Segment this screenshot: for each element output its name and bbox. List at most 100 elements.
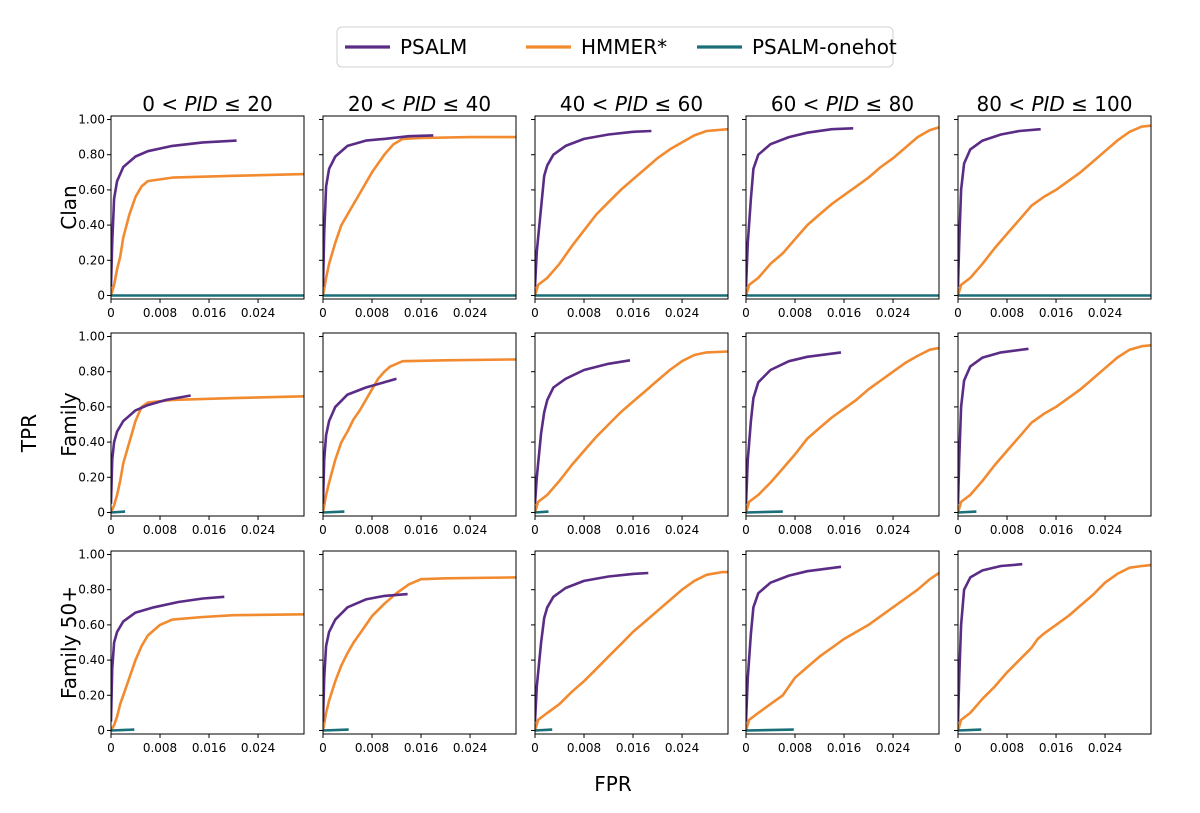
panel-frame (534, 332, 729, 517)
series-hmmer-line (111, 613, 304, 732)
y-tick-label: 0.40 (78, 653, 105, 667)
series-psalm-onehot-line (111, 728, 135, 732)
y-tick-label: 0.80 (78, 583, 105, 597)
y-tick-label: 0.20 (78, 688, 105, 702)
x-tick-label: 0 (954, 306, 962, 320)
panel-r2-c4: 0 0.008 0.016 0.024 (742, 332, 940, 537)
column-title-op: ≤ (218, 92, 247, 116)
x-tick-label: 0.008 (990, 306, 1024, 320)
x-tick-label: 0 (107, 741, 115, 755)
panel-frame (322, 332, 517, 517)
panel-frame (322, 550, 517, 735)
x-tick-label: 0.024 (665, 741, 699, 755)
series-hmmer-line (535, 570, 728, 731)
panel-r1-c1: 0 0.20 0.40 0.60 0.80 1.00 0 0.008 0.016 0.024 (78, 113, 305, 320)
panel-r2-c2: 0 0.008 0.016 0.024 (319, 332, 517, 537)
series-psalm-line (111, 139, 237, 287)
x-tick-label: 0.024 (665, 306, 699, 320)
column-title-op: ≤ (1065, 92, 1094, 116)
series-hmmer-line (746, 571, 939, 731)
x-tick-label: 0.016 (1039, 523, 1073, 537)
x-tick-label: 0.024 (453, 523, 487, 537)
panel-frame (957, 550, 1152, 735)
x-tick-label: 0.008 (778, 741, 812, 755)
panel-frame (745, 550, 940, 735)
panel-r3-c4: 0 0.008 0.016 0.024 (742, 550, 940, 755)
y-tick-label: 0.40 (78, 218, 105, 232)
column-title-5: 80 < PID ≤ 100 (977, 92, 1133, 116)
x-tick-label: 0 (107, 306, 115, 320)
x-tick-label: 0 (531, 523, 539, 537)
panel-frame (534, 115, 729, 300)
x-tick-label: 0 (742, 306, 750, 320)
x-tick-label: 0.016 (827, 741, 861, 755)
panel-r3-c2: 0 0.008 0.016 0.024 (319, 550, 517, 755)
y-tick-label: 0.60 (78, 618, 105, 632)
panel-r3-c3: 0 0.008 0.016 0.024 (531, 550, 729, 755)
column-title-pid: PID (1031, 92, 1064, 116)
legend-label-2: HMMER* (581, 35, 667, 59)
series-psalm-onehot-line (746, 510, 783, 514)
series-hmmer-line (958, 124, 1151, 296)
panel-frame (745, 115, 940, 300)
column-title-2: 20 < PID ≤ 40 (348, 92, 491, 116)
column-title-op: < (1002, 92, 1031, 116)
column-title-upper: 100 (1094, 92, 1132, 116)
x-tick-label: 0.008 (143, 741, 177, 755)
panel-r3-c1: 0 0.20 0.40 0.60 0.80 1.00 0 0.008 0.016 0.024 (78, 548, 305, 755)
x-axis-label: FPR (594, 772, 632, 796)
x-tick-label: 0 (531, 741, 539, 755)
x-tick-label: 0.016 (827, 306, 861, 320)
column-title-upper: 60 (678, 92, 703, 116)
series-hmmer-line (746, 346, 939, 513)
x-tick-label: 0.024 (876, 523, 910, 537)
legend-label-1: PSALM (400, 35, 467, 59)
x-tick-label: 0.016 (404, 306, 438, 320)
column-title-4: 60 < PID ≤ 80 (771, 92, 914, 116)
panel-frame (534, 550, 729, 735)
panel-frame (322, 115, 517, 300)
x-tick-label: 0.024 (241, 306, 275, 320)
column-title-lower: 0 (142, 92, 155, 116)
x-tick-label: 0.024 (453, 306, 487, 320)
legend-frame (336, 26, 894, 68)
series-psalm-onehot-line (323, 510, 345, 514)
x-tick-label: 0.016 (616, 523, 650, 537)
column-title-lower: 20 (348, 92, 373, 116)
panel-r1-c3: 0 0.008 0.016 0.024 (531, 115, 729, 320)
x-tick-label: 0.008 (567, 523, 601, 537)
series-psalm-onehot-line (535, 728, 553, 732)
panel-r3-c5: 0 0.008 0.016 0.024 (954, 550, 1152, 755)
series-psalm-line (323, 377, 397, 504)
row-label-2: Family (57, 392, 81, 457)
x-tick-label: 0.024 (665, 523, 699, 537)
x-tick-label: 0.016 (827, 523, 861, 537)
x-tick-label: 0 (319, 741, 327, 755)
series-psalm-onehot-line (958, 728, 982, 732)
x-tick-label: 0 (742, 741, 750, 755)
series-hmmer-line (958, 344, 1151, 513)
series-psalm-line (958, 347, 1029, 504)
column-title-op: < (796, 92, 825, 116)
series-psalm-onehot-line (958, 510, 977, 514)
x-tick-label: 0 (954, 741, 962, 755)
series-hmmer-line (746, 126, 939, 296)
y-tick-label: 0.40 (78, 435, 105, 449)
column-title-op: < (373, 92, 402, 116)
series-psalm-onehot-line (746, 728, 794, 732)
series-hmmer-line (323, 135, 516, 296)
column-title-pid: PID (826, 92, 859, 116)
row-label-1: Clan (57, 185, 81, 229)
series-hmmer-line (111, 395, 304, 514)
series-hmmer-line (323, 576, 516, 731)
column-title-op: < (585, 92, 614, 116)
panel-frame (110, 115, 305, 300)
panel-frame (957, 115, 1152, 300)
column-title-1: 0 < PID ≤ 20 (142, 92, 273, 116)
series-psalm-line (746, 127, 854, 287)
x-tick-label: 0.016 (192, 523, 226, 537)
x-tick-label: 0.008 (143, 306, 177, 320)
y-tick-label: 0 (97, 505, 105, 519)
x-tick-label: 0.008 (355, 306, 389, 320)
x-tick-label: 0.016 (192, 741, 226, 755)
